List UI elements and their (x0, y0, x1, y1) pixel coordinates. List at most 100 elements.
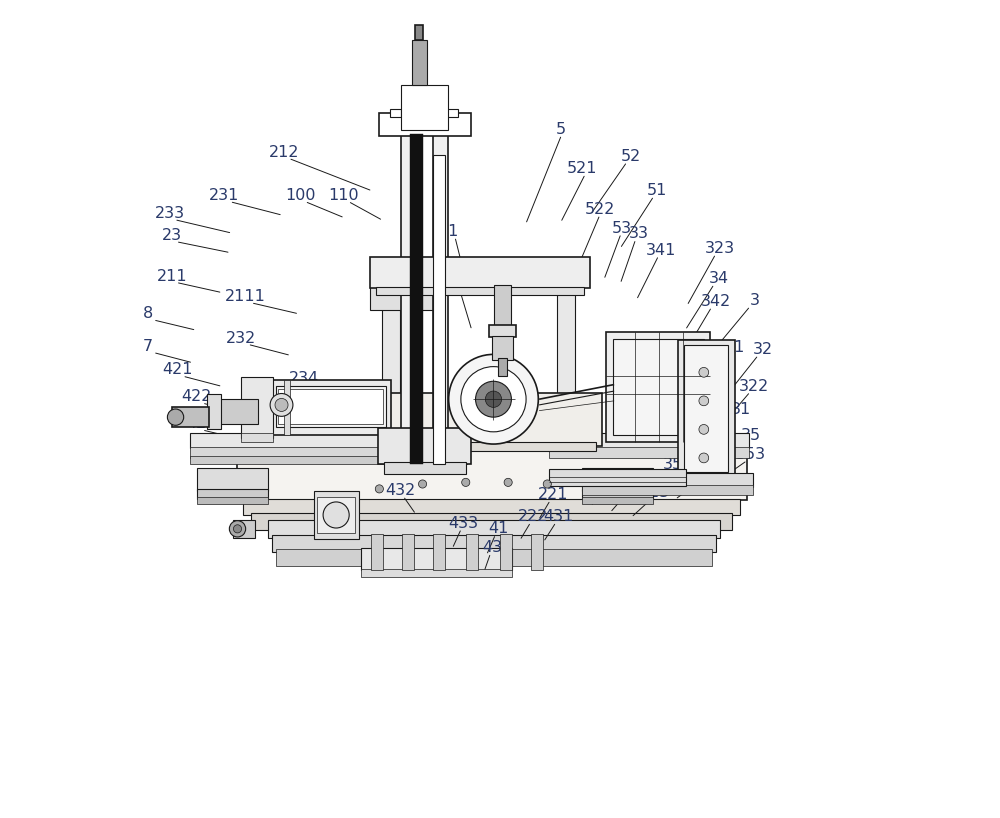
Text: 110: 110 (328, 188, 359, 203)
Bar (197, 489, 268, 499)
Text: 232: 232 (226, 330, 256, 345)
Bar (314, 491, 359, 539)
Bar (382, 287, 400, 429)
Bar (276, 549, 712, 565)
Circle shape (375, 485, 383, 493)
Bar (549, 447, 749, 458)
Text: 21: 21 (439, 224, 460, 239)
Circle shape (275, 398, 288, 411)
Bar (401, 85, 448, 130)
Text: 52: 52 (620, 149, 641, 164)
Text: 7: 7 (143, 339, 153, 353)
Bar (237, 450, 747, 501)
Bar (284, 380, 290, 435)
Bar (272, 535, 716, 551)
Circle shape (485, 391, 502, 407)
Text: 212: 212 (269, 145, 299, 160)
Text: 22: 22 (443, 274, 463, 290)
Text: 35: 35 (741, 428, 761, 443)
Text: 1: 1 (607, 473, 618, 488)
Circle shape (699, 425, 709, 434)
Circle shape (270, 393, 293, 416)
Text: 34: 34 (708, 271, 729, 286)
Circle shape (462, 479, 470, 487)
Bar (190, 456, 467, 465)
Bar (233, 520, 255, 537)
Text: 3: 3 (749, 293, 759, 308)
Bar (531, 533, 543, 570)
Bar (582, 497, 653, 504)
Bar (678, 339, 735, 479)
Bar (386, 393, 602, 446)
Bar (498, 358, 507, 376)
Circle shape (699, 367, 709, 377)
Bar (241, 377, 273, 438)
Circle shape (323, 502, 349, 528)
Text: 43: 43 (482, 540, 502, 555)
Text: 4: 4 (347, 418, 357, 433)
Bar (433, 533, 445, 570)
Bar (582, 473, 753, 488)
Circle shape (461, 366, 526, 432)
Bar (172, 407, 209, 427)
Text: 233: 233 (155, 206, 185, 221)
Bar (447, 109, 458, 117)
Bar (268, 520, 720, 537)
Text: 33: 33 (629, 227, 649, 241)
Bar (582, 489, 653, 499)
Circle shape (233, 525, 242, 533)
Circle shape (167, 409, 184, 425)
Bar (376, 287, 584, 294)
Bar (582, 485, 753, 495)
Text: 100: 100 (285, 188, 316, 203)
Bar (466, 533, 478, 570)
Text: 223: 223 (640, 485, 670, 501)
Text: 353: 353 (736, 447, 766, 462)
Bar (190, 434, 467, 448)
Text: 432: 432 (385, 483, 416, 498)
Bar (370, 258, 590, 289)
Bar (190, 447, 467, 458)
Bar (415, 25, 423, 40)
Bar (213, 399, 258, 424)
Bar (197, 468, 268, 491)
Circle shape (504, 479, 512, 487)
Bar (557, 287, 575, 429)
Bar (384, 462, 466, 474)
Text: 2111: 2111 (225, 289, 266, 304)
Text: 42: 42 (187, 416, 207, 431)
Bar (197, 497, 268, 504)
Text: 9: 9 (625, 479, 635, 494)
Text: 31: 31 (730, 402, 751, 416)
Bar (270, 380, 391, 435)
Bar (606, 331, 710, 442)
Bar (371, 533, 383, 570)
Text: 322: 322 (739, 379, 769, 393)
Text: 8: 8 (143, 306, 153, 321)
Circle shape (699, 453, 709, 463)
Text: 41: 41 (488, 521, 509, 537)
Text: 211: 211 (157, 268, 188, 284)
Text: 231: 231 (209, 188, 240, 203)
Bar (361, 569, 512, 577)
Text: 431: 431 (544, 509, 574, 524)
Circle shape (229, 521, 246, 537)
Circle shape (476, 381, 511, 417)
Bar (549, 434, 749, 448)
Bar (379, 113, 471, 136)
Text: 341: 341 (646, 242, 677, 258)
Bar (412, 40, 427, 84)
Bar (494, 285, 511, 327)
Bar (378, 428, 471, 465)
Bar (582, 468, 653, 491)
Text: 5: 5 (556, 122, 566, 137)
Bar (278, 389, 383, 424)
Text: 23: 23 (162, 228, 182, 243)
Text: 321: 321 (715, 340, 745, 355)
Bar (317, 497, 355, 533)
Text: 522: 522 (584, 202, 615, 217)
Bar (613, 339, 704, 435)
Text: 342: 342 (701, 294, 731, 309)
Bar (207, 394, 221, 429)
Text: 222: 222 (517, 509, 548, 524)
